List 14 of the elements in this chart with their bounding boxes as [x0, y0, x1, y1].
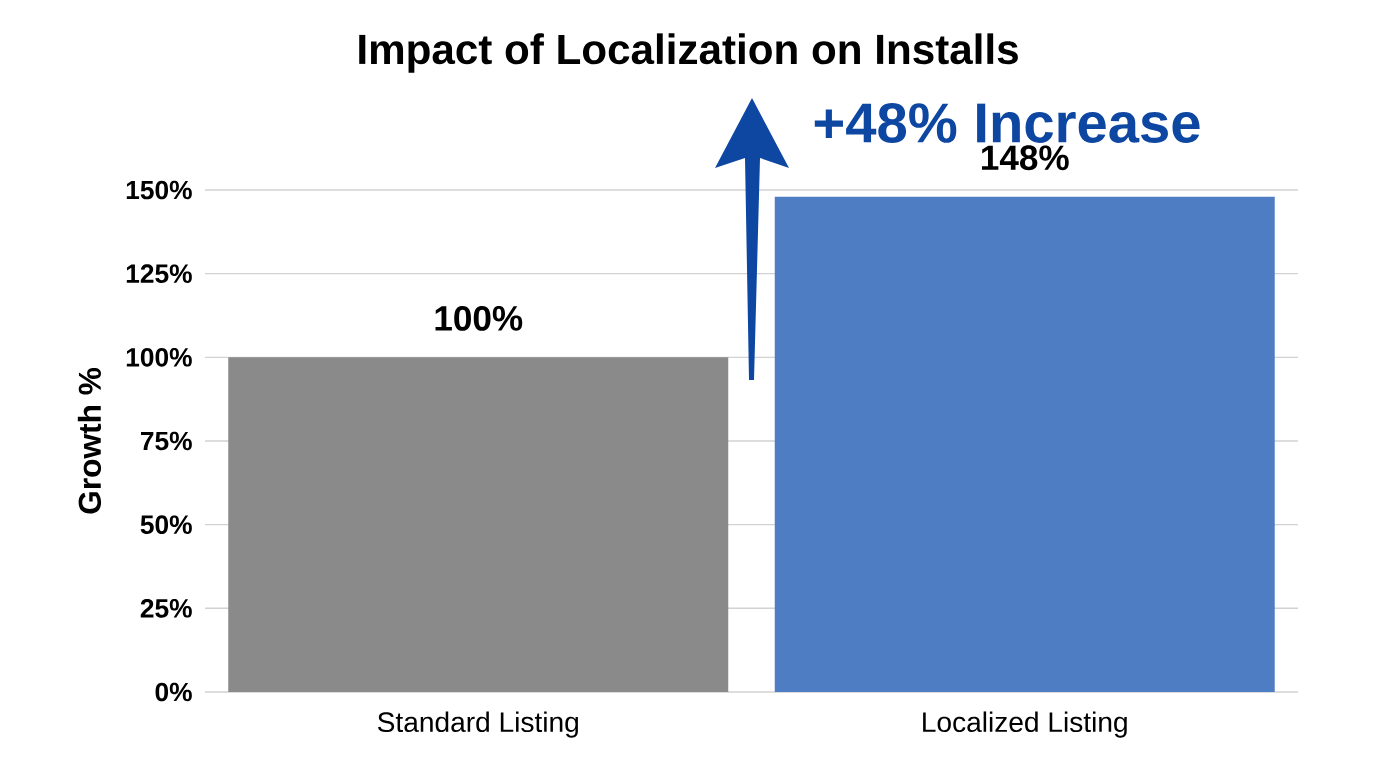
- y-tick-label: 0%: [155, 682, 192, 702]
- y-tick-label: 150%: [126, 180, 192, 200]
- x-tick-label: Localized Listing: [923, 711, 1127, 738]
- x-tick-label: Standard Listing: [377, 711, 578, 738]
- y-tick-label: 75%: [140, 431, 192, 451]
- chart-title: Impact of Localization on Installs: [359, 33, 1018, 73]
- y-tick-label: 100%: [126, 347, 192, 367]
- data-label: 100%: [435, 305, 523, 331]
- y-axis-title: Growth %: [77, 368, 102, 514]
- data-label: 148%: [982, 145, 1069, 171]
- y-tick-label: 50%: [140, 515, 192, 535]
- y-tick-label: 125%: [126, 264, 192, 284]
- text: +48% Increase: [814, 103, 1200, 143]
- y-tick-label: 25%: [140, 598, 192, 618]
